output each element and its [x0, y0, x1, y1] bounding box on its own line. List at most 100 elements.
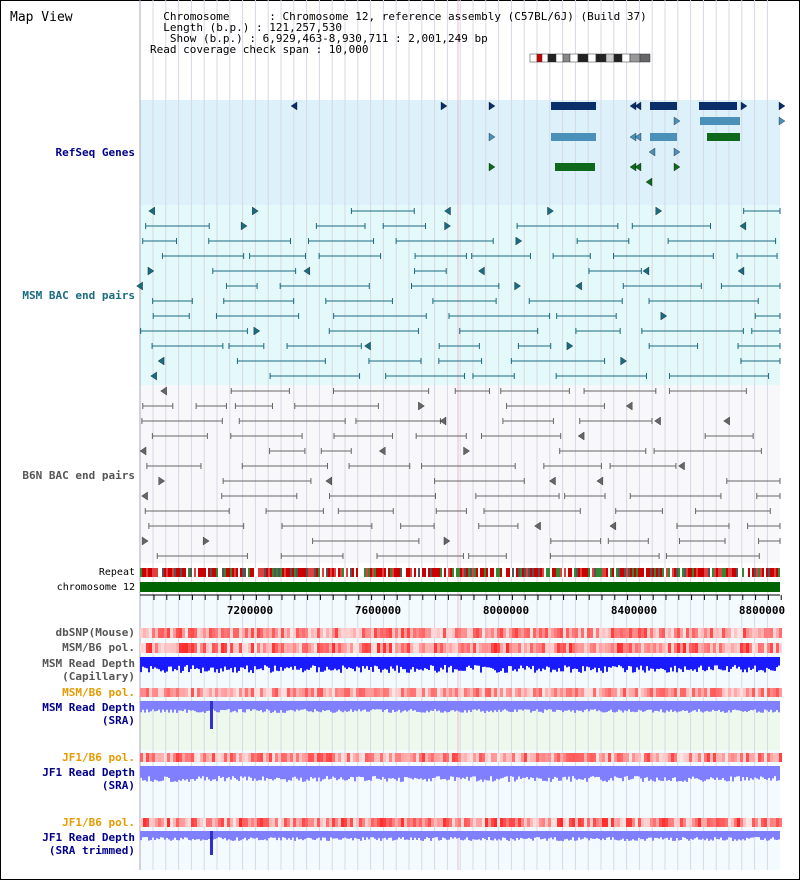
- polymorphism-cell: [650, 688, 653, 697]
- read-depth-bar: [514, 701, 516, 710]
- polymorphism-cell: [275, 643, 278, 653]
- polymorphism-cell: [587, 753, 590, 762]
- repeat-mark: [494, 568, 496, 577]
- polymorphism-cell: [497, 628, 500, 638]
- repeat-mark: [406, 568, 408, 577]
- polymorphism-cell: [566, 818, 569, 827]
- read-depth-bar: [420, 657, 422, 670]
- read-depth-bar: [244, 831, 246, 838]
- b6n-bac-end-pairs-label[interactable]: B6N BAC end pairs: [22, 469, 135, 482]
- read-depth-bar: [348, 766, 350, 779]
- read-depth-bar: [654, 701, 656, 711]
- polymorphism-cell: [296, 688, 299, 697]
- read-depth-bar: [696, 766, 698, 779]
- read-depth-bar: [490, 657, 492, 668]
- dbsnp-label[interactable]: dbSNP(Mouse): [55, 626, 135, 639]
- read-depth-bar: [294, 701, 296, 712]
- polymorphism-cell: [497, 643, 500, 653]
- read-depth-bar: [700, 701, 702, 712]
- polymorphism-cell: [143, 643, 146, 653]
- polymorphism-cell: [359, 688, 362, 697]
- polymorphism-cell: [320, 688, 323, 697]
- repeat-mark: [650, 568, 652, 577]
- read-depth-bar: [370, 657, 372, 667]
- read-depth-bar: [664, 657, 666, 671]
- read-depth-bar: [234, 831, 236, 841]
- polymorphism-cell: [257, 628, 260, 638]
- read-depth-bar: [446, 766, 448, 781]
- msm-read-depth-capillary-label[interactable]: MSM Read Depth: [42, 657, 135, 670]
- read-depth-bar: [634, 657, 636, 673]
- repeat-mark: [210, 568, 212, 577]
- polymorphism-cell: [200, 628, 203, 638]
- read-depth-bar: [694, 701, 696, 711]
- read-depth-bar: [692, 831, 694, 840]
- read-depth-bar: [142, 766, 144, 781]
- read-depth-bar: [322, 657, 324, 672]
- repeat-mark: [388, 568, 390, 577]
- polymorphism-cell: [341, 753, 344, 762]
- polymorphism-cell: [560, 753, 563, 762]
- repeat-mark: [162, 568, 164, 577]
- read-depth-bar: [378, 701, 380, 710]
- read-depth-bar: [404, 831, 406, 840]
- read-depth-bar: [612, 701, 614, 713]
- msm-b6-pol-label[interactable]: MSM/B6 pol.: [62, 641, 135, 654]
- repeat-mark: [164, 568, 166, 577]
- polymorphism-cell: [722, 818, 725, 827]
- read-depth-bar: [248, 766, 250, 777]
- polymorphism-cell: [293, 818, 296, 827]
- read-depth-bar: [252, 831, 254, 839]
- polymorphism-cell: [605, 643, 608, 653]
- repeat-mark: [404, 568, 406, 577]
- msm-b6-pol-sra-label[interactable]: MSM/B6 pol.: [62, 686, 135, 699]
- polymorphism-cell: [323, 818, 326, 827]
- msm-bac-end-pairs-label[interactable]: MSM BAC end pairs: [22, 289, 135, 302]
- repeat-mark: [580, 568, 582, 577]
- read-depth-bar: [502, 766, 504, 778]
- polymorphism-cell: [557, 628, 560, 638]
- repeat-mark: [418, 568, 420, 577]
- polymorphism-cell: [395, 753, 398, 762]
- repeat-mark: [498, 568, 500, 577]
- read-depth-bar: [520, 657, 522, 666]
- polymorphism-cell: [716, 753, 719, 762]
- read-depth-bar: [690, 766, 692, 779]
- jf1-b6-pol-label[interactable]: JF1/B6 pol.: [62, 751, 135, 764]
- polymorphism-cell: [461, 688, 464, 697]
- polymorphism-cell: [680, 628, 683, 638]
- jf1-read-depth-label[interactable]: JF1 Read Depth: [42, 766, 135, 779]
- refseq-genes-label[interactable]: RefSeq Genes: [55, 146, 135, 159]
- read-depth-bar: [174, 701, 176, 710]
- read-depth-bar: [654, 766, 656, 782]
- read-depth-bar: [698, 701, 700, 710]
- read-depth-bar: [668, 831, 670, 840]
- chromosome-bar: [140, 582, 780, 592]
- repeat-mark: [618, 568, 620, 577]
- read-depth-bar: [194, 766, 196, 781]
- polymorphism-cell: [587, 688, 590, 697]
- polymorphism-cell: [416, 688, 419, 697]
- read-depth-bar: [222, 657, 224, 672]
- polymorphism-cell: [383, 628, 386, 638]
- jf1-b6-pol-trimmed-label[interactable]: JF1/B6 pol.: [62, 816, 135, 829]
- read-depth-bar: [668, 657, 670, 673]
- msm-read-depth-sra-label[interactable]: MSM Read Depth: [42, 701, 135, 714]
- polymorphism-cell: [356, 628, 359, 638]
- read-depth-bar: [530, 831, 532, 839]
- read-depth-bar: [634, 701, 636, 713]
- read-depth-bar: [520, 831, 522, 838]
- polymorphism-cell: [542, 688, 545, 697]
- repeat-mark: [284, 568, 286, 577]
- repeat-mark: [432, 568, 434, 577]
- polymorphism-cell: [485, 753, 488, 762]
- read-depth-bar: [618, 701, 620, 710]
- jf1-read-depth-trimmed-label[interactable]: JF1 Read Depth: [42, 831, 135, 844]
- repeat-mark: [362, 568, 364, 577]
- read-depth-bar: [736, 657, 738, 669]
- polymorphism-cell: [140, 688, 143, 697]
- polymorphism-cell: [284, 753, 287, 762]
- polymorphism-cell: [326, 753, 329, 762]
- read-depth-bar: [362, 831, 364, 838]
- read-depth-bar: [534, 701, 536, 711]
